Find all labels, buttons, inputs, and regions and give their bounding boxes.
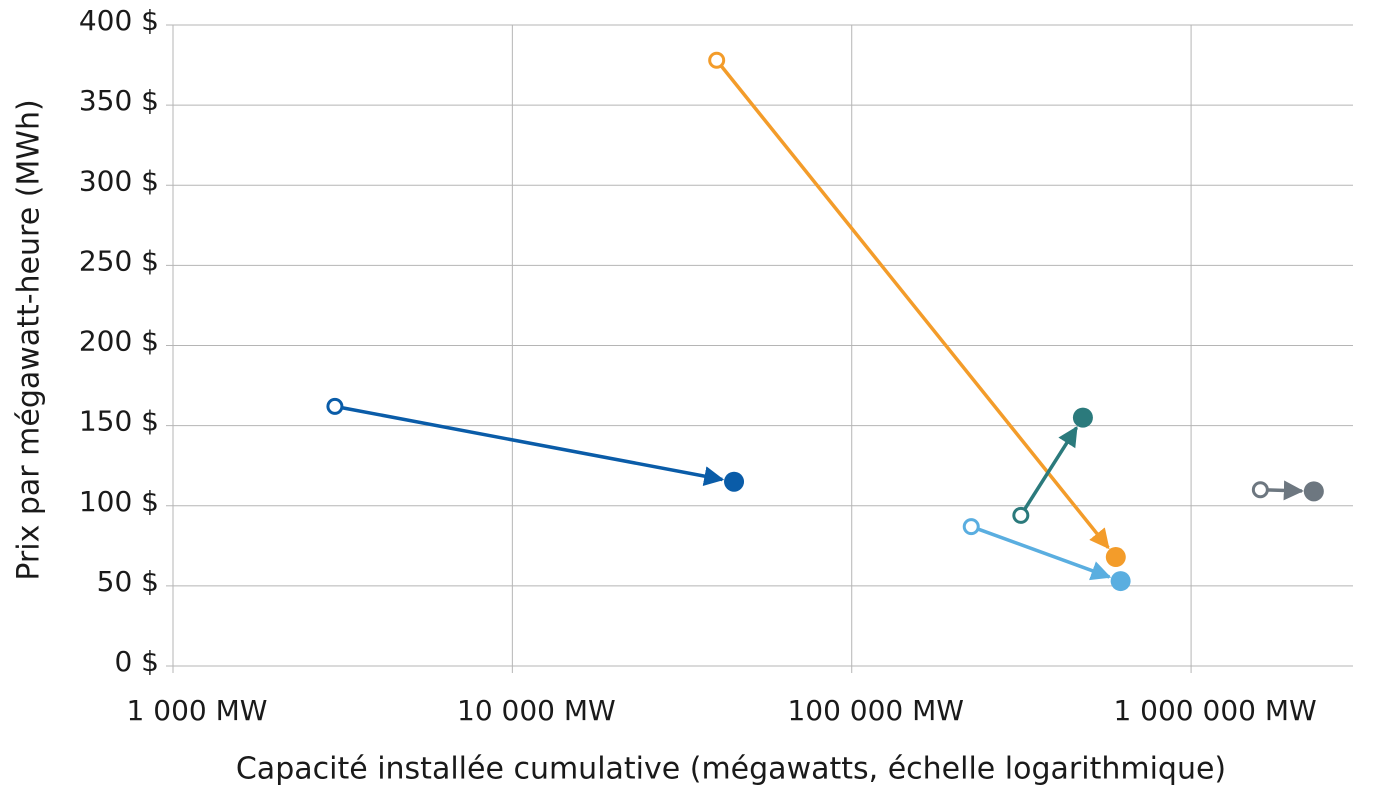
x-axis-title: Capacité installée cumulative (mégawatts…: [236, 752, 1226, 787]
end-point: [1072, 407, 1093, 428]
y-tick-label: 50 $: [97, 565, 159, 598]
x-tick-label: 10 000 MW: [457, 694, 616, 727]
x-tick-label: 1 000 MW: [127, 694, 268, 727]
end-point: [1110, 571, 1131, 592]
y-tick-label: 200 $: [79, 325, 159, 358]
y-tick-label: 300 $: [79, 164, 159, 197]
start-point: [326, 397, 344, 415]
end-point: [1303, 481, 1324, 502]
y-tick-label: 250 $: [79, 244, 159, 277]
x-tick-label: 1 000 000 MW: [1113, 694, 1316, 727]
arrow: [720, 65, 1110, 550]
arrow: [342, 406, 725, 486]
arrow: [978, 527, 1112, 581]
start-point: [1012, 506, 1030, 524]
y-tick-label: 350 $: [79, 84, 159, 117]
x-tick-label: 100 000 MW: [787, 694, 964, 727]
arrow: [1268, 480, 1304, 501]
y-tick-label: 0 $: [114, 645, 159, 678]
y-tick-label: 150 $: [79, 405, 159, 438]
start-point: [1251, 481, 1269, 499]
end-point: [1105, 547, 1126, 568]
y-axis-title: Prix par mégawatt-heure (MWh): [12, 99, 47, 580]
y-tick-label: 400 $: [79, 4, 159, 37]
start-point: [708, 51, 726, 69]
arrow: [1023, 426, 1078, 510]
start-point: [962, 518, 980, 536]
y-tick-label: 100 $: [79, 485, 159, 518]
end-point: [724, 471, 745, 492]
